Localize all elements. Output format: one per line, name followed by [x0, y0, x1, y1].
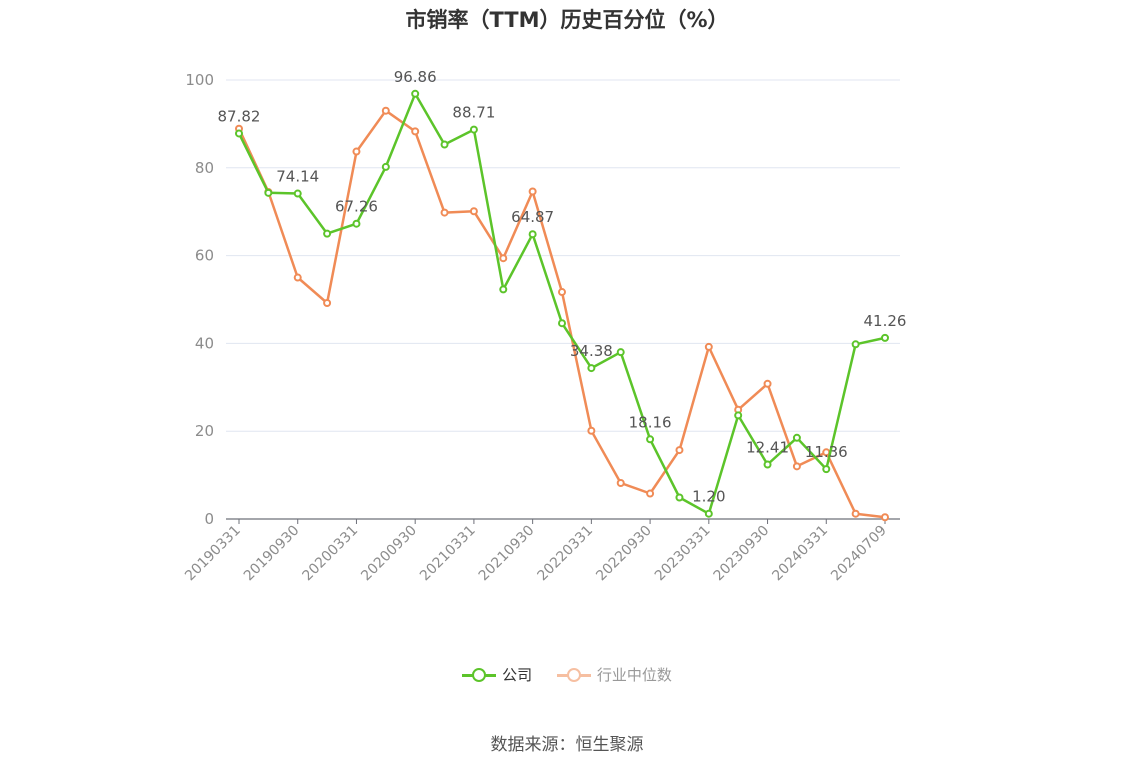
- data-point-1: [528, 187, 537, 196]
- data-point-1: [646, 489, 655, 498]
- data-label: 11.36: [805, 443, 848, 461]
- data-point-1: [293, 273, 302, 282]
- data-point-0: [587, 364, 596, 373]
- data-point-0: [411, 89, 420, 98]
- data-label: 87.82: [218, 107, 261, 125]
- data-point-1: [587, 426, 596, 435]
- data-point-1: [323, 299, 332, 308]
- y-tick-label: 60: [195, 247, 214, 265]
- data-label: 74.14: [276, 168, 319, 186]
- x-tick-label: 20200331: [300, 523, 362, 585]
- axis-layer: 0 20 40 60 80 100 2019033120190930202003312020…: [182, 71, 900, 584]
- x-tick-label: 20210930: [476, 523, 538, 585]
- x-tick-label: 20240331: [769, 523, 831, 585]
- data-point-1: [440, 208, 449, 217]
- data-point-0: [704, 509, 713, 518]
- y-tick-label: 0: [204, 510, 214, 528]
- legend-label-company: 公司: [502, 666, 533, 684]
- x-tick-label: 20220331: [534, 523, 596, 585]
- data-label: 67.26: [335, 198, 378, 216]
- legend-swatch-industry-median: [556, 667, 591, 682]
- series-layer: [235, 89, 889, 522]
- data-point-1: [616, 479, 625, 488]
- data-point-1: [851, 509, 860, 518]
- data-point-0: [558, 319, 566, 328]
- data-point-0: [851, 340, 860, 349]
- legend: 公司 行业中位数: [0, 664, 1134, 686]
- data-point-1: [411, 127, 420, 136]
- label-layer: 87.82 74.14 67.26 96.86 88.71 64.87 34.38 18.16…: [218, 68, 907, 506]
- data-label: 88.71: [452, 104, 495, 122]
- data-point-0: [499, 285, 508, 294]
- data-point-0: [822, 465, 831, 474]
- x-tick-label: 20230930: [711, 523, 773, 585]
- data-label: 41.26: [864, 312, 907, 330]
- data-point-0: [792, 433, 801, 442]
- x-tick-label: 20210331: [417, 523, 479, 585]
- data-point-0: [264, 188, 273, 197]
- data-label: 64.87: [511, 208, 554, 226]
- y-tick-label: 100: [185, 71, 214, 89]
- data-point-1: [499, 254, 508, 263]
- y-tick-label: 20: [195, 422, 214, 440]
- data-point-0: [734, 411, 743, 420]
- x-tick-label: 20240709: [828, 523, 890, 585]
- data-point-0: [646, 435, 655, 444]
- data-point-0: [763, 460, 772, 469]
- data-point-1: [704, 342, 713, 351]
- legend-item-industry-median[interactable]: 行业中位数: [556, 664, 672, 685]
- data-point-1: [675, 446, 684, 455]
- legend-swatch-company: [462, 667, 497, 682]
- data-label: 96.86: [394, 68, 437, 86]
- x-tick-label: 20200930: [358, 523, 420, 585]
- data-point-1: [763, 379, 772, 388]
- data-point-0: [616, 348, 625, 357]
- legend-label-industry-median: 行业中位数: [596, 666, 672, 684]
- data-point-1: [381, 106, 390, 115]
- grid-layer: [226, 79, 900, 432]
- data-point-0: [323, 229, 332, 238]
- data-point-0: [352, 219, 361, 228]
- y-tick-label: 80: [195, 159, 214, 177]
- data-label: 18.16: [629, 413, 672, 431]
- data-point-0: [440, 140, 449, 149]
- data-point-0: [381, 162, 390, 171]
- data-point-0: [528, 230, 537, 239]
- x-tick-label: 20220930: [593, 523, 655, 585]
- data-label: 1.20: [692, 488, 725, 506]
- legend-item-company[interactable]: 公司: [462, 664, 532, 685]
- data-point-0: [881, 333, 889, 342]
- x-tick-label: 20230331: [652, 523, 714, 585]
- data-point-0: [293, 189, 302, 198]
- data-label: 34.38: [570, 342, 613, 360]
- data-point-0: [235, 129, 243, 138]
- data-label: 12.41: [746, 439, 789, 457]
- x-tick-label: 20190331: [182, 523, 244, 585]
- data-source: 数据来源：恒生聚源: [490, 735, 644, 755]
- data-point-1: [469, 207, 478, 216]
- x-tick-label: 20190930: [241, 523, 303, 585]
- data-point-1: [352, 147, 361, 156]
- data-point-1: [558, 288, 566, 297]
- data-point-1: [792, 462, 801, 471]
- y-tick-label: 40: [195, 334, 214, 352]
- chart-title: 市销率（TTM）历史百分位（%）: [405, 8, 729, 32]
- data-point-0: [675, 493, 684, 502]
- data-point-0: [469, 125, 478, 134]
- data-point-1: [881, 513, 889, 522]
